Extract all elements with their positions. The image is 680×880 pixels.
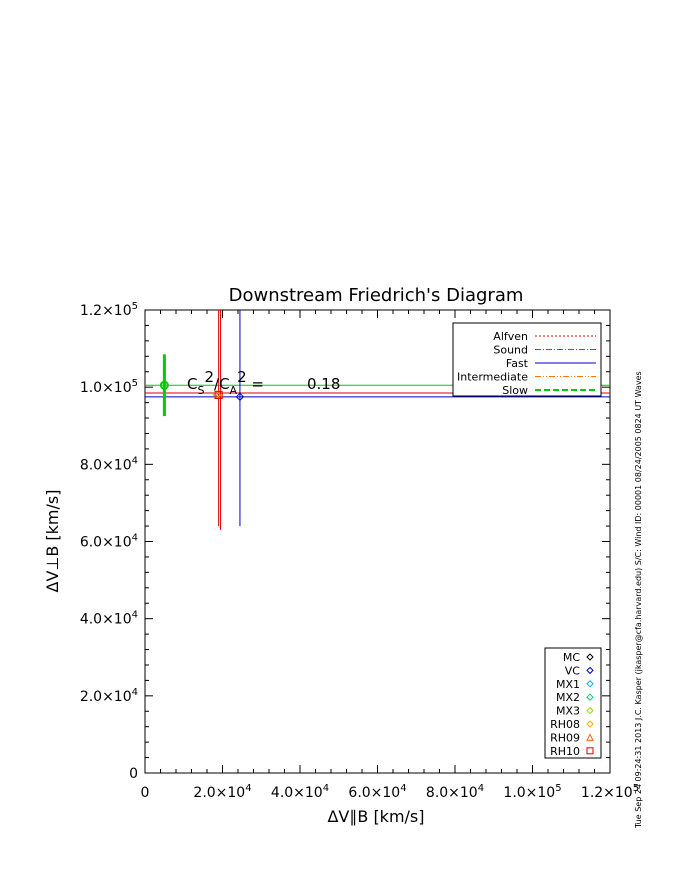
legend-mode-label: Slow (502, 384, 528, 397)
ratio-value: 0.18 (307, 375, 340, 393)
x-tick-label: 6.0×104 (348, 783, 406, 801)
legend-method-label: VC (565, 664, 581, 677)
legend-method-marker (586, 653, 594, 661)
legend-mode-label: Alfven (493, 330, 528, 343)
run-info-caption: Tue Sep 24 09:24:31 2013 J.C. Kasper (jk… (634, 371, 643, 828)
legend-method-marker (586, 720, 594, 728)
x-tick-label: 8.0×104 (426, 783, 484, 801)
y-tick-label: 0 (129, 766, 138, 782)
y-tick-label: 2.0×104 (80, 687, 138, 705)
legend-method-label: RH09 (550, 731, 580, 744)
y-tick-label: 1.0×105 (80, 378, 138, 396)
rh10-point (214, 390, 223, 399)
x-tick-label: 2.0×104 (193, 783, 251, 801)
legend-mode-label: Fast (506, 357, 529, 370)
x-tick-label: 0 (141, 785, 150, 801)
legend-method-label: MC (563, 651, 580, 664)
legend-method-marker (586, 733, 594, 741)
legend-method-label: MX3 (556, 705, 580, 718)
y-tick-label: 4.0×104 (80, 610, 138, 628)
legend-method-marker (586, 693, 594, 701)
chart-title: Downstream Friedrich's Diagram (229, 285, 524, 306)
legend-mode-label: Sound (493, 344, 528, 357)
y-tick-label: 8.0×104 (80, 455, 138, 473)
y-axis-label: ΔV⊥B [km/s] (43, 490, 62, 593)
x-tick-label: 4.0×104 (271, 783, 329, 801)
y-tick-label: 1.2×105 (80, 301, 138, 319)
y-tick-label: 6.0×104 (80, 533, 138, 551)
legend-method-marker (586, 706, 594, 715)
x-axis-label: ΔV∥B [km/s] (327, 807, 424, 826)
mc-point (159, 380, 169, 390)
legend-method-marker (586, 666, 594, 675)
ratio-label: CS2/CA2 = (187, 368, 264, 397)
x-tick-label: 1.2×105 (581, 783, 639, 801)
legend-mode-label: Intermediate (457, 371, 528, 384)
legend-method-label: MX1 (556, 678, 580, 691)
legend-method-marker (586, 680, 594, 688)
legend-method-marker (586, 747, 594, 755)
legend-method-label: RH08 (550, 718, 580, 731)
legend-method-label: MX2 (556, 691, 580, 704)
x-tick-label: 1.0×105 (503, 783, 561, 801)
vc-point (235, 392, 245, 402)
legend-method-label: RH10 (550, 745, 580, 758)
